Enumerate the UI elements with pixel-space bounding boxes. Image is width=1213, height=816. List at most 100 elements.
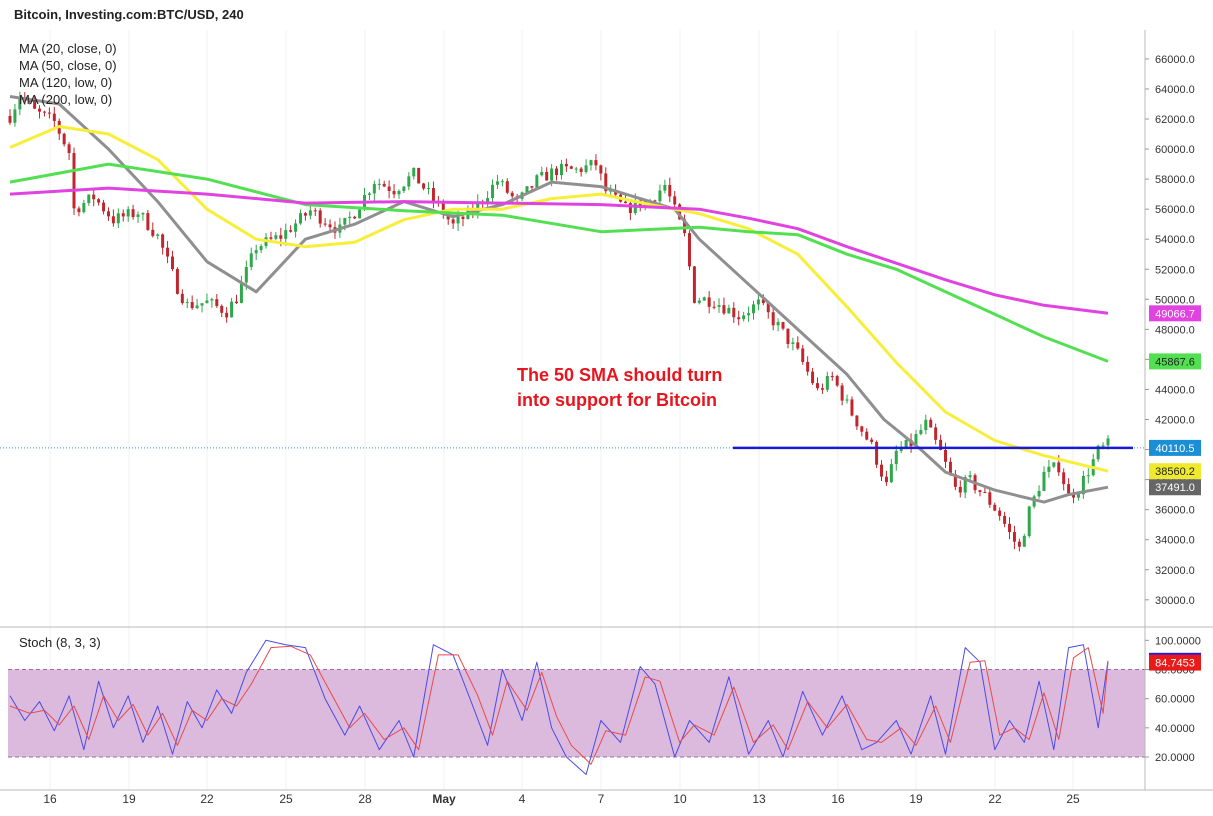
candle-body — [8, 115, 12, 123]
candle-body — [358, 209, 362, 219]
candle-body — [545, 171, 549, 181]
ma50-marker-bg — [1149, 463, 1201, 480]
candle-body — [559, 163, 563, 176]
y-tick-label: 44000.0 — [1155, 384, 1195, 396]
candle-body — [456, 216, 460, 224]
last-price-marker: 40110.5 — [1156, 443, 1195, 455]
candle-body — [87, 194, 91, 204]
candle-body — [318, 210, 322, 224]
candle-body — [919, 430, 923, 435]
candle-body — [1062, 472, 1066, 485]
candle-body — [948, 461, 952, 475]
last-price-marker-bg — [1149, 439, 1201, 456]
candle-body — [623, 201, 627, 204]
ma120-marker: 45867.6 — [1155, 356, 1195, 368]
candle-body — [742, 315, 746, 320]
candle-body — [486, 197, 490, 203]
candle-body — [397, 190, 401, 195]
x-tick-label: 16 — [831, 792, 845, 806]
candle-body — [584, 165, 588, 172]
candle-body — [131, 209, 135, 218]
x-tick-label: 25 — [279, 792, 293, 806]
candle-body — [116, 213, 120, 224]
candle-body — [190, 302, 194, 309]
candle-body — [737, 317, 741, 320]
ma20-marker: 37491.0 — [1155, 482, 1195, 494]
candle-body — [289, 230, 293, 232]
y-tick-label: 66000.0 — [1155, 54, 1195, 66]
candle-body — [958, 486, 962, 493]
candle-body — [348, 216, 352, 218]
candle-body — [52, 113, 56, 121]
x-tick-label: 4 — [519, 792, 526, 806]
candle-body — [392, 191, 396, 195]
candle-body — [771, 312, 775, 326]
candle-body — [166, 247, 170, 257]
stoch-overbought-oversold-band — [8, 669, 1145, 757]
candle-body — [934, 427, 938, 440]
ma120-marker-bg — [1149, 353, 1201, 370]
candle-body — [628, 203, 632, 214]
candle-body — [870, 439, 874, 442]
y-tick-label: 32000.0 — [1155, 565, 1195, 577]
candle-body — [850, 399, 854, 416]
candle-body — [884, 476, 888, 483]
candle-body — [505, 181, 509, 193]
candle-body — [855, 415, 859, 427]
legend-ma50: MA (50, close, 0) — [19, 58, 117, 73]
candle-body — [274, 235, 278, 239]
candle-body — [42, 111, 46, 113]
y-tick-label: 42000.0 — [1155, 415, 1195, 427]
candle-body — [663, 184, 667, 191]
candle-body — [476, 201, 480, 213]
candle-body — [707, 297, 711, 307]
candle-body — [993, 504, 997, 511]
candle-body — [840, 385, 844, 401]
candle-body — [786, 328, 790, 344]
stoch-tick-label: 20.0000 — [1155, 752, 1195, 764]
stoch-tick-label: 40.0000 — [1155, 723, 1195, 735]
candle-body — [417, 167, 421, 184]
candle-body — [702, 297, 706, 301]
candle-body — [1081, 475, 1085, 495]
candle-body — [638, 200, 642, 208]
stoch-d-marker: 84.7453 — [1155, 658, 1195, 670]
candle-body — [988, 492, 992, 505]
candle-body — [1086, 475, 1090, 477]
candle-body — [1072, 493, 1076, 498]
candle-body — [225, 312, 229, 318]
candle-body — [254, 250, 258, 254]
candle-body — [461, 216, 465, 220]
candle-body — [259, 245, 263, 251]
candle-body — [998, 510, 1002, 516]
legend-ma120: MA (120, low, 0) — [19, 75, 112, 90]
candle-body — [953, 474, 957, 487]
candle-body — [830, 376, 834, 378]
candle-body — [889, 464, 893, 483]
candle-body — [446, 214, 450, 220]
candle-body — [944, 449, 948, 462]
candle-body — [146, 213, 150, 230]
stoch-d-marker-bg — [1149, 654, 1201, 671]
candle-body — [328, 224, 332, 228]
moving-averages — [9, 95, 1109, 504]
y-tick-label: 62000.0 — [1155, 114, 1195, 126]
candle-body — [983, 492, 987, 494]
candle-body — [1101, 445, 1105, 447]
candle-body — [1042, 471, 1046, 491]
candle-body — [968, 475, 972, 478]
candle-body — [13, 109, 17, 123]
candle-body — [62, 133, 66, 145]
stoch-d-line — [9, 645, 1109, 765]
candle-body — [801, 348, 805, 362]
candle-body — [372, 184, 376, 194]
candle-body — [387, 186, 391, 192]
y-tick-label: 30000.0 — [1155, 595, 1195, 607]
candle-body — [175, 268, 179, 294]
candle-body — [1106, 438, 1110, 446]
candle-body — [668, 184, 672, 197]
candle-body — [1076, 494, 1080, 498]
candle-body — [589, 160, 593, 166]
candle-body — [939, 439, 943, 450]
candle-body — [180, 293, 184, 304]
